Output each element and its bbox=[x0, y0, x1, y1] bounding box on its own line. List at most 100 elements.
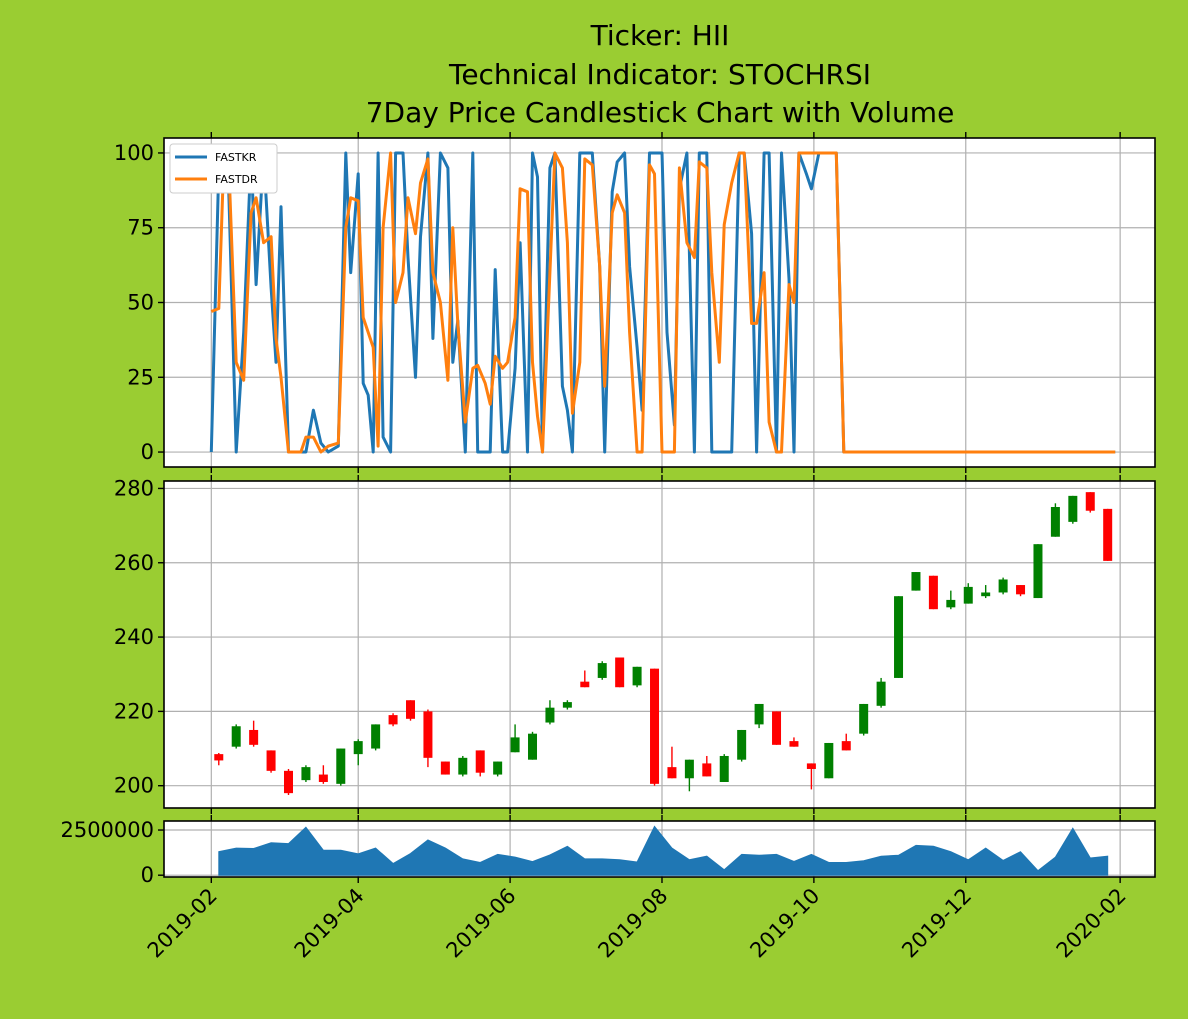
volume-area bbox=[218, 825, 1109, 876]
candle-14 bbox=[458, 755, 468, 777]
candle-35 bbox=[824, 742, 834, 779]
candle-body-11 bbox=[406, 700, 416, 719]
candle-body-47 bbox=[1033, 544, 1043, 599]
candle-37 bbox=[859, 703, 869, 736]
price-ytick-label-1: 220 bbox=[114, 699, 154, 723]
title-line-2: Technical Indicator: STOCHRSI bbox=[448, 58, 871, 91]
candle-23 bbox=[615, 657, 625, 688]
candle-41 bbox=[928, 575, 938, 610]
candle-body-6 bbox=[318, 774, 328, 782]
candle-body-46 bbox=[1016, 585, 1026, 595]
price-ytick-label-4: 280 bbox=[114, 476, 154, 500]
stochrsi-ytick-label-0: 0 bbox=[141, 440, 154, 464]
candle-body-29 bbox=[719, 755, 729, 782]
candle-body-10 bbox=[388, 715, 398, 725]
legend: FASTKR FASTDR bbox=[169, 143, 278, 194]
candle-44 bbox=[981, 585, 991, 599]
volume-panel: 0 2500000 bbox=[60, 815, 1156, 887]
candle-40 bbox=[911, 572, 921, 591]
candle-body-51 bbox=[1103, 508, 1113, 561]
candle-body-50 bbox=[1085, 492, 1095, 511]
candle-24 bbox=[632, 666, 642, 688]
candle-49 bbox=[1068, 495, 1078, 524]
candle-18 bbox=[528, 731, 538, 760]
price-ytick-label-3: 260 bbox=[114, 551, 154, 575]
candle-body-39 bbox=[894, 596, 904, 678]
candle-9 bbox=[371, 724, 381, 751]
stochrsi-ytick-label-1: 25 bbox=[127, 365, 154, 389]
candle-body-27 bbox=[684, 759, 694, 779]
candle-32 bbox=[772, 711, 782, 745]
price-frame bbox=[163, 480, 1156, 809]
candle-body-26 bbox=[667, 767, 677, 779]
candle-34 bbox=[806, 763, 816, 790]
price-plot-area bbox=[164, 481, 1155, 808]
candle-48 bbox=[1050, 503, 1060, 537]
candle-body-23 bbox=[615, 657, 625, 688]
candle-body-7 bbox=[336, 748, 346, 784]
volume-ytick-label-0: 0 bbox=[141, 863, 154, 887]
candle-body-5 bbox=[301, 767, 311, 781]
stochrsi-ytick-label-2: 50 bbox=[127, 291, 154, 315]
candle-body-32 bbox=[772, 711, 782, 745]
candle-25 bbox=[650, 668, 660, 786]
series-line-fastdr bbox=[210, 151, 1116, 454]
candle-6 bbox=[318, 765, 328, 784]
candle-body-41 bbox=[928, 575, 938, 610]
candle-42 bbox=[946, 590, 956, 610]
candle-body-34 bbox=[806, 763, 816, 769]
candle-31 bbox=[754, 703, 764, 729]
candle-33 bbox=[789, 737, 799, 747]
price-ytick-label-0: 200 bbox=[114, 774, 154, 798]
candle-body-38 bbox=[876, 681, 886, 706]
candle-body-19 bbox=[545, 707, 555, 723]
legend-label-fastkr: FASTKR bbox=[215, 151, 257, 164]
volume-area-fill bbox=[218, 825, 1109, 876]
candle-body-42 bbox=[946, 599, 956, 608]
candle-body-15 bbox=[475, 750, 485, 773]
candle-47 bbox=[1033, 544, 1043, 599]
candle-body-28 bbox=[702, 763, 712, 777]
candle-body-0 bbox=[214, 754, 224, 761]
candle-body-9 bbox=[371, 724, 381, 749]
candle-8 bbox=[353, 739, 363, 766]
stochrsi-ytick-label-3: 75 bbox=[127, 216, 154, 240]
candle-body-21 bbox=[580, 681, 590, 688]
volume-frame bbox=[163, 820, 1156, 878]
candle-body-36 bbox=[841, 741, 851, 751]
title-line-1: Ticker: HII bbox=[590, 19, 730, 52]
price-candles bbox=[214, 492, 1113, 795]
candle-11 bbox=[406, 700, 416, 721]
candle-36 bbox=[841, 733, 851, 751]
candle-15 bbox=[475, 750, 485, 777]
candle-body-16 bbox=[493, 761, 503, 775]
candle-body-4 bbox=[283, 770, 293, 794]
candle-46 bbox=[1016, 585, 1026, 597]
candle-body-40 bbox=[911, 572, 921, 591]
candle-body-14 bbox=[458, 757, 468, 775]
price-y-ticks: 200 220 240 260 280 bbox=[114, 476, 164, 798]
candle-body-35 bbox=[824, 742, 834, 779]
price-x-ticks bbox=[210, 475, 1121, 814]
candle-28 bbox=[702, 755, 712, 777]
candle-50 bbox=[1085, 492, 1095, 513]
candle-16 bbox=[493, 761, 503, 777]
volume-y-ticks: 0 2500000 bbox=[60, 818, 164, 887]
candle-body-3 bbox=[266, 750, 276, 771]
candle-body-8 bbox=[353, 741, 363, 755]
price-gridlines bbox=[164, 481, 1155, 808]
candle-body-24 bbox=[632, 666, 642, 686]
candle-1 bbox=[231, 724, 241, 749]
stochrsi-ytick-label-4: 100 bbox=[114, 141, 154, 165]
candle-27 bbox=[684, 759, 694, 792]
candle-4 bbox=[283, 768, 293, 795]
candle-body-49 bbox=[1068, 495, 1078, 522]
candle-body-13 bbox=[440, 761, 450, 775]
volume-ytick-label-1: 2500000 bbox=[60, 818, 154, 842]
candle-5 bbox=[301, 765, 311, 782]
candle-20 bbox=[562, 700, 572, 710]
candle-19 bbox=[545, 700, 555, 725]
candle-body-37 bbox=[859, 703, 869, 734]
candle-body-33 bbox=[789, 741, 799, 747]
candle-body-20 bbox=[562, 702, 572, 708]
